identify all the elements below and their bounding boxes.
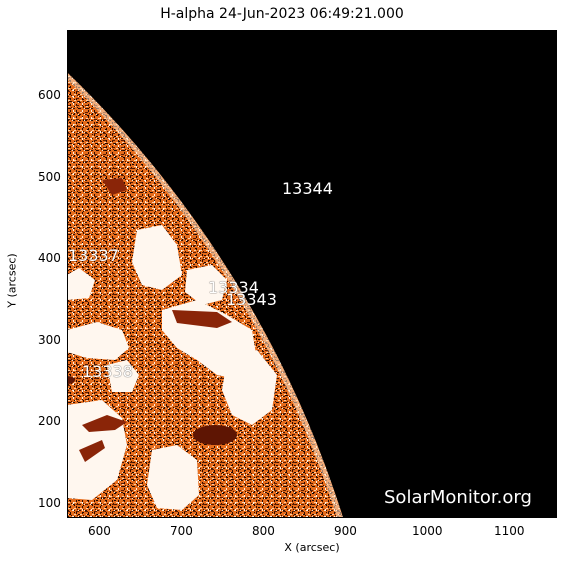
y-tick-label: 100 bbox=[38, 496, 61, 510]
x-tick-label: 900 bbox=[334, 524, 357, 538]
y-axis-label: Y (arcsec) bbox=[5, 253, 19, 308]
y-tick-label: 300 bbox=[38, 333, 61, 347]
x-axis-label: X (arcsec) bbox=[284, 541, 340, 554]
figure-title: H-alpha 24-Jun-2023 06:49:21.000 bbox=[160, 6, 404, 22]
region-label-13338: 13338 bbox=[82, 362, 133, 381]
x-tick-label: 1000 bbox=[412, 524, 443, 538]
x-tick-label: 600 bbox=[88, 524, 111, 538]
x-tick-label: 800 bbox=[252, 524, 275, 538]
x-tick-label: 700 bbox=[170, 524, 193, 538]
region-label-13343: 13343 bbox=[226, 290, 277, 309]
x-tick-label: 1100 bbox=[494, 524, 525, 538]
watermark-text: SolarMonitor.org bbox=[384, 487, 532, 508]
y-tick-label: 400 bbox=[38, 251, 61, 265]
solar-disk-image bbox=[67, 30, 557, 518]
y-tick-label: 500 bbox=[38, 170, 61, 184]
y-tick-label: 600 bbox=[38, 88, 61, 102]
region-label-13337: 13337 bbox=[68, 246, 119, 265]
region-label-13334: 13334 bbox=[208, 278, 259, 297]
sunspot-core bbox=[67, 376, 237, 445]
y-tick-label: 200 bbox=[38, 414, 61, 428]
region-label-13344: 13344 bbox=[282, 179, 333, 198]
